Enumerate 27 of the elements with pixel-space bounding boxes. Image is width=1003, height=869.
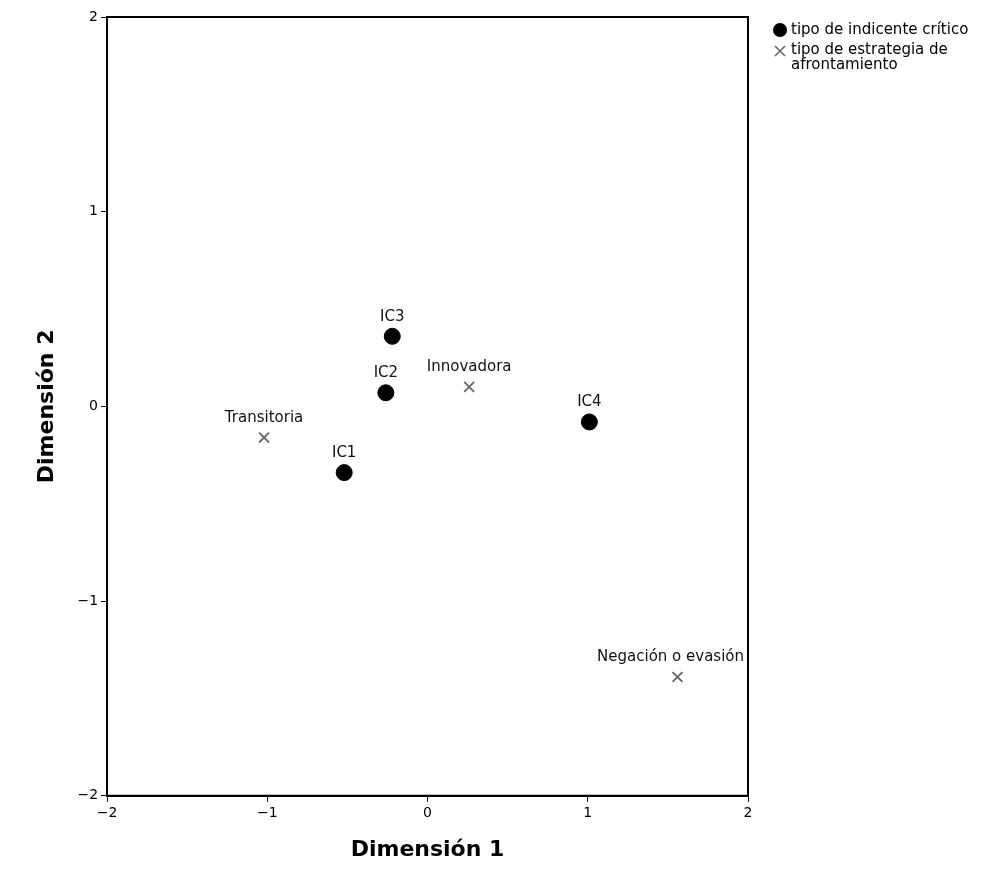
annotation: IC4 — [577, 392, 602, 411]
point — [671, 671, 684, 683]
y-tick-label: 0 — [89, 397, 99, 414]
annotation: IC3 — [380, 306, 405, 325]
y-tick-label: 2 — [89, 7, 99, 24]
x-tick-label: 2 — [743, 803, 753, 820]
y-tick-label: 1 — [89, 202, 99, 219]
annotation: Negación o evasión — [597, 647, 745, 666]
y-tick-label: −2 — [77, 786, 99, 803]
y-tick-label: −1 — [77, 591, 99, 608]
annotation: Transitoria — [223, 407, 304, 426]
point — [383, 327, 401, 345]
x-tick-label: 0 — [423, 803, 432, 820]
legend-label: tipo de indicente crítico — [791, 20, 969, 38]
annotation: Innovadora — [426, 357, 512, 376]
point — [258, 431, 270, 444]
x-tick-label: −1 — [256, 803, 278, 820]
y-axis-title: Dimensión 2 — [32, 329, 58, 484]
point — [463, 381, 476, 393]
legend-label: tipo de estrategia de afrontamiento — [791, 40, 949, 73]
point — [377, 384, 395, 402]
x-axis-title: Dimensión 1 — [350, 835, 505, 861]
x-tick-label: 1 — [583, 803, 593, 820]
annotation: IC1 — [331, 442, 357, 461]
annotation: IC2 — [373, 363, 399, 382]
point — [335, 464, 353, 482]
point — [580, 413, 598, 431]
